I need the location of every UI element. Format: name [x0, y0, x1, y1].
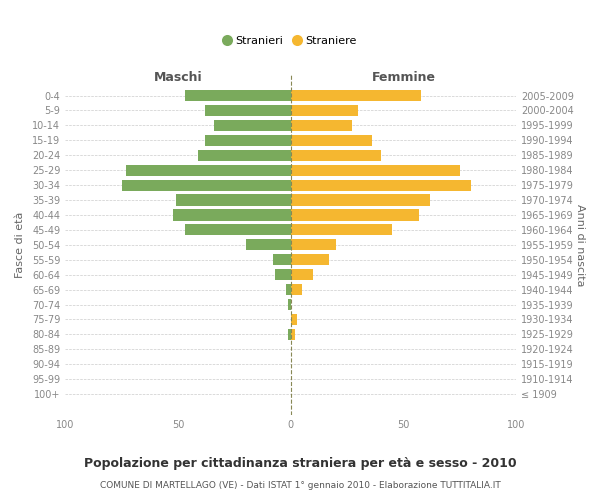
Bar	[290, 194, 430, 205]
Bar	[198, 150, 290, 161]
Bar	[272, 254, 290, 266]
Bar	[205, 105, 290, 116]
Bar	[126, 164, 290, 176]
Bar	[185, 90, 290, 101]
Bar	[176, 194, 290, 205]
Bar	[290, 314, 298, 325]
Bar	[290, 254, 329, 266]
Bar	[245, 239, 290, 250]
Text: Popolazione per cittadinanza straniera per età e sesso - 2010: Popolazione per cittadinanza straniera p…	[83, 457, 517, 470]
Bar	[275, 269, 290, 280]
Text: Femmine: Femmine	[371, 70, 436, 84]
Bar	[290, 150, 381, 161]
Bar	[290, 105, 358, 116]
Bar	[290, 135, 372, 146]
Bar	[214, 120, 290, 131]
Bar	[286, 284, 290, 295]
Bar	[289, 299, 290, 310]
Y-axis label: Anni di nascita: Anni di nascita	[575, 204, 585, 286]
Bar	[290, 120, 352, 131]
Y-axis label: Fasce di età: Fasce di età	[15, 212, 25, 278]
Bar	[290, 90, 421, 101]
Text: COMUNE DI MARTELLAGO (VE) - Dati ISTAT 1° gennaio 2010 - Elaborazione TUTTITALIA: COMUNE DI MARTELLAGO (VE) - Dati ISTAT 1…	[100, 481, 500, 490]
Bar	[290, 239, 336, 250]
Bar	[290, 224, 392, 235]
Bar	[185, 224, 290, 235]
Bar	[289, 329, 290, 340]
Bar	[290, 164, 460, 176]
Bar	[290, 210, 419, 220]
Bar	[290, 269, 313, 280]
Bar	[290, 284, 302, 295]
Legend: Stranieri, Straniere: Stranieri, Straniere	[224, 36, 357, 46]
Text: Maschi: Maschi	[154, 70, 202, 84]
Bar	[290, 180, 471, 190]
Bar	[122, 180, 290, 190]
Bar	[173, 210, 290, 220]
Bar	[205, 135, 290, 146]
Bar	[290, 329, 295, 340]
